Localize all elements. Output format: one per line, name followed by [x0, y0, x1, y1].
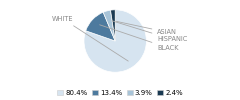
Text: HISPANIC: HISPANIC [112, 21, 188, 42]
Text: BLACK: BLACK [100, 25, 179, 51]
Wedge shape [84, 10, 146, 72]
Text: WHITE: WHITE [52, 16, 128, 61]
Wedge shape [110, 10, 115, 41]
Wedge shape [103, 10, 115, 41]
Text: ASIAN: ASIAN [116, 21, 177, 35]
Legend: 80.4%, 13.4%, 3.9%, 2.4%: 80.4%, 13.4%, 3.9%, 2.4% [54, 87, 186, 98]
Wedge shape [86, 12, 115, 41]
